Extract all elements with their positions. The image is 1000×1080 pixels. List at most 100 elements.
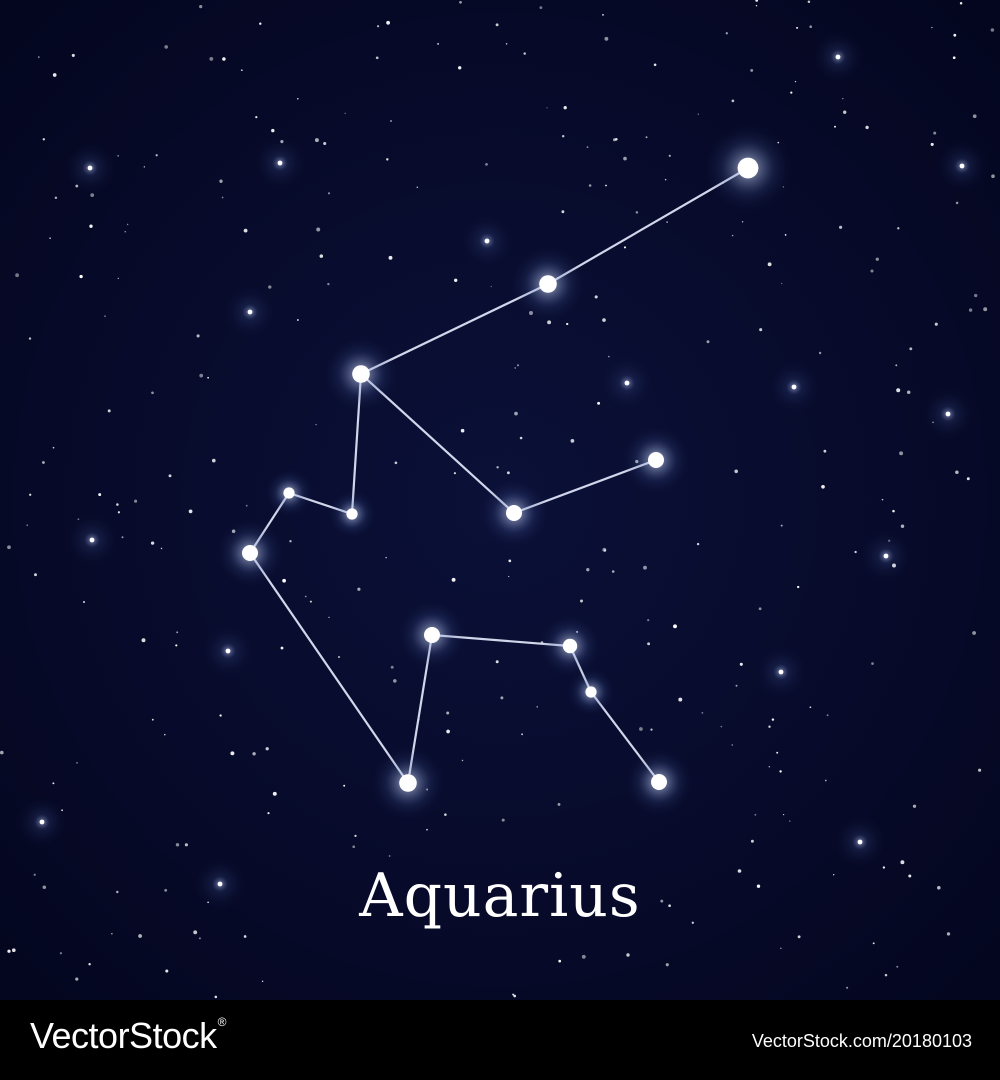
background-star: [563, 106, 567, 110]
background-star: [896, 965, 899, 968]
background-star: [416, 186, 419, 189]
background-star: [796, 26, 799, 29]
star-field: [0, 0, 1000, 1000]
background-star: [875, 257, 879, 261]
background-star: [265, 747, 269, 751]
background-star: [7, 545, 11, 550]
background-star: [52, 73, 57, 77]
background-star: [725, 32, 728, 35]
background-star: [865, 125, 869, 130]
background-star: [240, 69, 243, 72]
background-star: [304, 595, 307, 598]
background-star: [983, 307, 988, 312]
background-star: [990, 28, 995, 32]
background-star: [508, 575, 510, 578]
background-star: [76, 762, 78, 764]
constellation-line: [248, 551, 410, 785]
faint-star: [945, 411, 951, 417]
background-star: [665, 963, 669, 967]
background-star: [934, 322, 938, 326]
background-star: [104, 315, 106, 317]
background-star: [643, 565, 647, 570]
background-star: [199, 4, 203, 9]
background-star: [546, 107, 548, 109]
background-star: [666, 221, 668, 223]
background-star: [779, 770, 782, 773]
background-star: [393, 679, 397, 683]
background-star: [854, 550, 857, 554]
background-star: [561, 134, 565, 138]
background-star: [83, 601, 85, 603]
background-star: [586, 568, 590, 572]
background-star: [580, 599, 583, 603]
background-star: [42, 461, 45, 464]
constellation-stars: [216, 123, 793, 821]
background-star: [271, 128, 275, 133]
background-star: [296, 319, 299, 321]
background-star: [175, 843, 180, 847]
background-star: [833, 874, 835, 876]
background-star: [561, 210, 565, 214]
background-star: [259, 22, 262, 25]
background-star: [605, 184, 607, 187]
background-star: [809, 25, 812, 28]
background-star: [972, 114, 977, 119]
background-star: [871, 662, 874, 665]
background-star: [426, 828, 428, 831]
brand-logo[interactable]: VectorStock®: [30, 1016, 226, 1054]
background-star: [897, 227, 900, 230]
background-star: [508, 559, 512, 563]
background-star: [164, 733, 166, 736]
background-star: [98, 493, 102, 497]
background-star: [390, 120, 392, 122]
background-star: [268, 285, 272, 289]
background-star: [623, 246, 627, 249]
background-star: [558, 959, 562, 963]
background-star: [126, 223, 129, 226]
background-star: [650, 728, 653, 731]
constellation-title: Aquarius: [359, 861, 641, 931]
background-star: [42, 885, 47, 890]
background-star: [388, 855, 391, 857]
background-star: [245, 504, 248, 507]
faint-glow-stars: [16, 31, 988, 910]
background-star: [88, 963, 91, 966]
faint-star: [247, 309, 253, 315]
background-star: [846, 986, 849, 989]
background-star: [908, 874, 912, 878]
background-star: [501, 818, 505, 822]
background-star: [780, 947, 782, 949]
background-star: [52, 782, 55, 785]
background-star: [316, 227, 321, 232]
background-star: [881, 498, 884, 501]
background-star: [966, 477, 970, 481]
background-star: [909, 347, 913, 351]
background-star: [991, 174, 995, 179]
background-star: [514, 411, 518, 416]
constellation-star: [352, 365, 370, 383]
background-star: [767, 262, 772, 267]
background-star: [207, 376, 209, 379]
background-star: [29, 493, 32, 496]
constellation-star: [585, 686, 597, 698]
background-star: [188, 509, 193, 514]
background-star: [664, 178, 667, 181]
background-star: [319, 254, 324, 258]
background-star: [198, 937, 201, 940]
background-star: [38, 56, 40, 58]
background-star: [608, 355, 610, 358]
background-star: [872, 942, 875, 945]
background-star: [79, 274, 83, 279]
background-star: [141, 638, 146, 643]
background-star: [71, 53, 75, 57]
constellation-star: [283, 487, 295, 499]
background-star: [955, 470, 959, 475]
background-star: [121, 536, 124, 539]
background-star: [783, 814, 785, 816]
background-star: [602, 318, 606, 322]
background-star: [581, 954, 586, 959]
background-star: [797, 935, 801, 939]
background-star: [755, 0, 759, 2]
background-star: [344, 112, 346, 115]
background-star: [160, 547, 163, 550]
